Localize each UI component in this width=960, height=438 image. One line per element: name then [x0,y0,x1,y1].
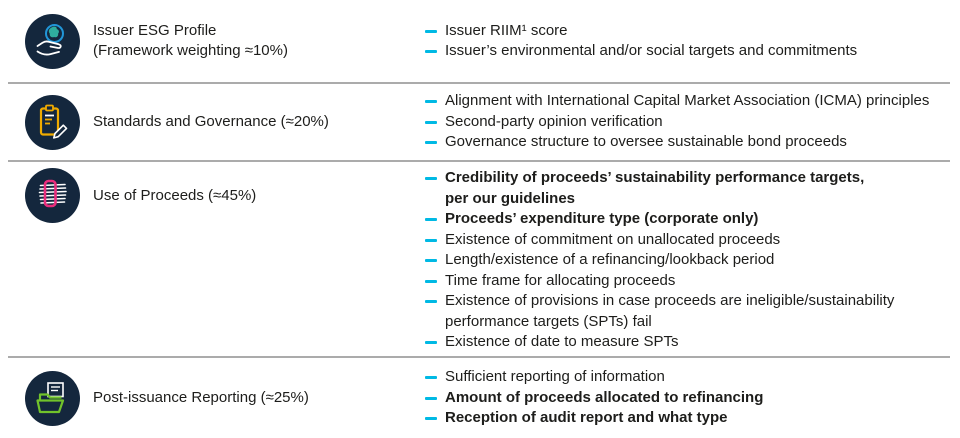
bullet-item: Governance structure to oversee sustaina… [425,132,948,153]
row-issuer-esg-profile: Issuer ESG Profile (Framework weighting … [0,0,960,82]
dash-bullet-icon [425,141,437,145]
row-label-issuer-esg-profile: Issuer ESG Profile (Framework weighting … [93,22,288,59]
bullet-item: Amount of proceeds allocated to refinanc… [425,388,948,409]
banknotes-stack-icon [25,168,80,223]
row-use-of-proceeds: Use of Proceeds (≈45%) Credibility of pr… [0,162,960,356]
bullet-text: Existence of provisions in case proceeds… [445,292,895,330]
row-use-of-proceeds-bullets: Credibility of proceeds’ sustainability … [425,168,960,353]
bullet-text: Issuer RIIM¹ score [445,21,568,39]
row-issuer-esg-profile-bullets: Issuer RIIM¹ score Issuer’s environmenta… [425,21,960,62]
row-divider [8,82,950,84]
row-use-of-proceeds-left: Use of Proceeds (≈45%) [0,168,425,223]
dash-bullet-icon [425,238,437,242]
bullet-item: Length/existence of a refinancing/lookba… [425,250,948,271]
bullet-item: Credibility of proceeds’ sustainability … [425,168,948,209]
dash-bullet-icon [425,300,437,303]
dash-bullet-icon [425,341,437,344]
bullet-item: Proceeds’ expenditure type (corporate on… [425,209,948,230]
bullet-text: Credibility of proceeds’ sustainability … [445,169,865,207]
dash-bullet-icon [425,100,437,104]
bullet-item: Existence of commitment on unallocated p… [425,230,948,251]
bullet-item: Existence of provisions in case proceeds… [425,291,948,332]
dash-bullet-icon [425,177,437,180]
row-label-post-issuance-reporting: Post-issuance Reporting (≈25%) [93,389,309,406]
row-standards-governance-bullets: Alignment with International Capital Mar… [425,91,960,153]
globe-in-hand-icon [25,13,80,69]
clipboard-pencil-icon [25,94,80,150]
bullet-text: Existence of date to measure SPTs [445,333,679,350]
bullet-text: Time frame for allocating proceeds [445,271,676,289]
bullet-text: Reception of audit report and what type [445,409,728,427]
bullet-item: Sufficient reporting of information [425,367,948,388]
bullet-text: Governance structure to oversee sustaina… [445,133,847,151]
row-standards-governance-left: Standards and Governance (≈20%) [0,94,425,150]
dash-bullet-icon [425,396,437,400]
dash-bullet-icon [425,376,437,380]
row-label-use-of-proceeds: Use of Proceeds (≈45%) [93,186,257,204]
row-label-standards-governance: Standards and Governance (≈20%) [93,113,329,130]
bullet-text: Second-party opinion verification [445,112,663,130]
bullet-text: Existence of commitment on unallocated p… [445,230,781,248]
bullet-item: Existence of date to measure SPTs [425,332,948,353]
bullet-text: Issuer’s environmental and/or social tar… [445,42,858,59]
row-divider [8,356,950,358]
bullet-item: Time frame for allocating proceeds [425,271,948,292]
dash-bullet-icon [425,29,437,33]
row-post-issuance-reporting: Post-issuance Reporting (≈25%) Sufficien… [0,358,960,438]
row-issuer-esg-profile-left: Issuer ESG Profile (Framework weighting … [0,13,425,69]
dash-bullet-icon [425,279,437,283]
bullet-text: Length/existence of a refinancing/lookba… [445,251,775,268]
dash-bullet-icon [425,50,437,53]
bullet-item: Second-party opinion verification [425,112,948,133]
bullet-item: Alignment with International Capital Mar… [425,91,948,112]
bullet-text: Amount of proceeds allocated to refinanc… [445,388,764,406]
dash-bullet-icon [425,259,437,262]
bullet-text: Alignment with International Capital Mar… [445,92,930,110]
bullet-text: Proceeds’ expenditure type (corporate on… [445,210,759,227]
dash-bullet-icon [425,218,437,221]
dash-bullet-icon [425,120,437,124]
bullet-item: Reception of audit report and what type [425,408,948,429]
bullet-item: Issuer RIIM¹ score [425,21,948,42]
dash-bullet-icon [425,417,437,421]
open-folder-document-icon [25,370,80,426]
row-standards-governance: Standards and Governance (≈20%) Alignmen… [0,84,960,160]
row-divider [8,160,950,162]
bullet-text: Sufficient reporting of information [445,368,665,386]
row-post-issuance-reporting-left: Post-issuance Reporting (≈25%) [0,370,425,426]
bullet-item: Issuer’s environmental and/or social tar… [425,41,948,62]
row-post-issuance-reporting-bullets: Sufficient reporting of information Amou… [425,367,960,429]
